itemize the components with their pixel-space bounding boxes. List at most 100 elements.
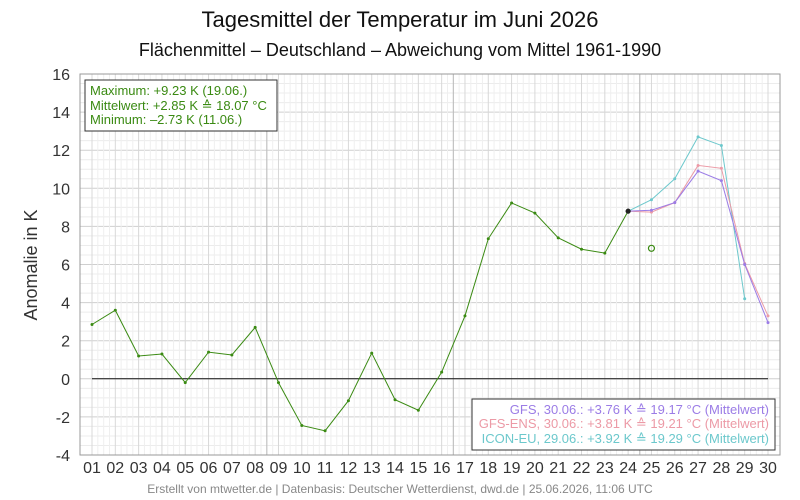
x-tick-label: 01: [83, 460, 101, 477]
x-tick-label: 20: [526, 460, 544, 477]
data-point-icon-eu: [743, 297, 747, 301]
legend-gfs: GFS, 30.06.: +3.76 K ≙ 19.17 °C (Mittelw…: [510, 402, 769, 417]
x-tick-label: 21: [549, 460, 567, 477]
chart-subtitle: Flächenmittel – Deutschland – Abweichung…: [139, 40, 661, 60]
x-tick-label: 30: [759, 460, 777, 477]
data-point-beobachtung: [323, 429, 327, 433]
data-point-beobachtung: [510, 201, 514, 205]
x-axis-ticks: 01 02 03 04 05 06 07 08 09 10 11 12 13 14 15 16 17 18 19 20…: [83, 460, 777, 477]
y-tick-label: 6: [61, 258, 70, 275]
plot-frame: [79, 73, 781, 456]
x-tick-label: 08: [246, 460, 264, 477]
stat-minimum: Minimum: –2.73 K (11.06.): [90, 112, 242, 127]
x-tick-label: 26: [666, 460, 684, 477]
x-tick-label: 29: [736, 460, 754, 477]
data-point-gfs: [719, 179, 723, 183]
data-point-beobachtung: [113, 308, 117, 312]
x-tick-label: 02: [106, 460, 124, 477]
x-tick-label: 14: [386, 460, 404, 477]
data-point-beobachtung: [253, 325, 257, 329]
data-point-icon-eu: [649, 198, 653, 202]
legend-icon-eu: ICON-EU, 29.06.: +3.92 K ≙ 19.29 °C (Mit…: [482, 431, 769, 446]
data-point-beobachtung: [300, 423, 304, 427]
x-tick-label: 17: [456, 460, 474, 477]
x-tick-label: 05: [176, 460, 194, 477]
data-point-gfs: [743, 263, 747, 266]
x-tick-label: 18: [479, 460, 497, 477]
data-point-beobachtung: [533, 211, 537, 215]
series-layer: [90, 135, 770, 433]
data-point-beobachtung: [416, 408, 420, 412]
series-line-beobachtung: [91, 202, 629, 432]
y-tick-label: 8: [61, 219, 70, 236]
stats-box: Maximum: +9.23 K (19.06.) Mittelwert: +2…: [84, 79, 278, 132]
legend-frame: [471, 398, 776, 451]
x-tick-label: 06: [200, 460, 218, 477]
data-point-gfs-ens: [696, 163, 700, 167]
data-point-beobachtung: [580, 247, 584, 251]
y-tick-label: 0: [61, 372, 70, 389]
y-tick-label: 2: [61, 334, 70, 351]
x-tick-label: 25: [643, 460, 661, 477]
x-tick-label: 13: [363, 460, 381, 477]
x-tick-label: 16: [433, 460, 451, 477]
y-axis-label: Anomalie in K: [21, 209, 41, 320]
data-point-beobachtung: [90, 323, 94, 327]
data-point-gfs: [673, 201, 677, 205]
data-point-beobachtung: [370, 351, 374, 355]
data-point-beobachtung: [137, 354, 141, 358]
x-tick-label: 12: [340, 460, 358, 477]
data-point-beobachtung: [603, 251, 607, 255]
x-tick-label: 22: [573, 460, 591, 477]
y-tick-label: 4: [61, 296, 70, 313]
footer-credit: Erstellt von mtwetter.de | Datenbasis: D…: [147, 482, 653, 496]
current-day-marker: [625, 208, 631, 214]
data-point-beobachtung: [556, 236, 560, 240]
data-point-gfs: [649, 208, 653, 212]
stat-mean: Mittelwert: +2.85 K ≙ 18.07 °C: [90, 98, 267, 113]
x-tick-label: 24: [619, 460, 637, 477]
annotation-open-circle: [647, 244, 656, 252]
data-point-gfs: [766, 321, 770, 325]
x-tick-label: 09: [270, 460, 288, 477]
data-point-icon-eu: [719, 143, 723, 147]
grid: [80, 73, 780, 456]
chart-title: Tagesmittel der Temperatur im Juni 2026: [201, 7, 598, 32]
x-tick-label: 15: [409, 460, 427, 477]
y-tick-label: -4: [56, 448, 70, 465]
x-tick-label: 10: [293, 460, 311, 477]
data-point-beobachtung: [183, 381, 187, 385]
data-point-gfs: [696, 169, 700, 173]
x-tick-label: 04: [153, 460, 171, 477]
y-tick-label: 10: [52, 181, 70, 198]
x-tick-label: 07: [223, 460, 241, 477]
data-point-beobachtung: [486, 237, 490, 241]
x-tick-label: 27: [689, 460, 707, 477]
data-point-icon-eu: [696, 135, 700, 139]
y-axis-ticks: -4 -2 0 2 4 6 8 10 12 14 16: [52, 67, 70, 465]
data-point-beobachtung: [207, 350, 211, 354]
legend-gfs-ens: GFS-ENS, 30.06.: +3.81 K ≙ 19.21 °C (Mit…: [479, 416, 769, 431]
data-point-gfs-ens: [766, 314, 770, 318]
y-tick-label: 12: [52, 143, 70, 160]
data-point-beobachtung: [346, 399, 350, 403]
data-point-icon-eu: [673, 177, 677, 181]
x-tick-label: 03: [130, 460, 148, 477]
stats-box-frame: [84, 79, 278, 132]
y-tick-label: 16: [52, 67, 70, 84]
data-point-beobachtung: [440, 370, 444, 374]
data-point-beobachtung: [276, 381, 280, 385]
y-tick-label: -2: [56, 410, 70, 427]
data-point-beobachtung: [393, 398, 397, 402]
series-line-icon-eu: [627, 136, 746, 299]
data-point-gfs-ens: [719, 166, 723, 170]
x-tick-label: 28: [712, 460, 730, 477]
stat-maximum: Maximum: +9.23 K (19.06.): [90, 83, 247, 98]
data-point-beobachtung: [160, 352, 164, 356]
x-tick-label: 11: [317, 460, 334, 477]
x-tick-label: 19: [503, 460, 521, 477]
data-point-beobachtung: [463, 314, 467, 318]
y-tick-label: 14: [52, 105, 70, 122]
x-tick-label: 23: [596, 460, 614, 477]
